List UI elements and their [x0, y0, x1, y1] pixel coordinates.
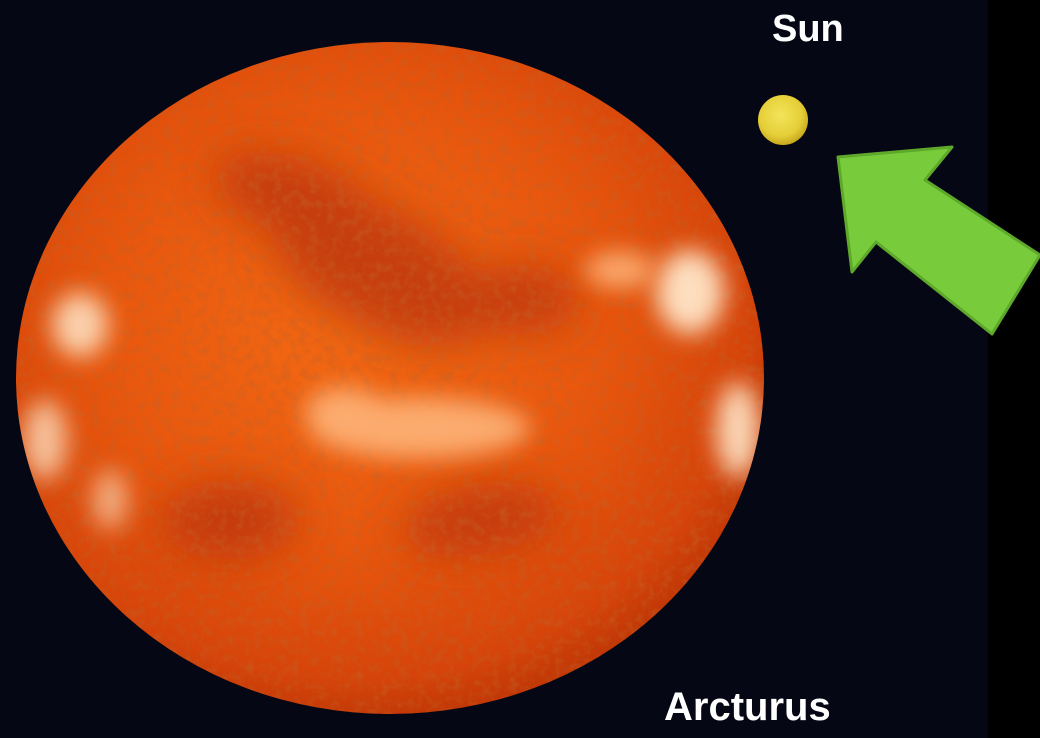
arrow-icon	[836, 145, 1040, 336]
sun-star	[758, 95, 808, 145]
sun-label: Sun	[772, 8, 844, 50]
arcturus-label: Arcturus	[664, 685, 831, 729]
arcturus-star	[16, 42, 764, 714]
